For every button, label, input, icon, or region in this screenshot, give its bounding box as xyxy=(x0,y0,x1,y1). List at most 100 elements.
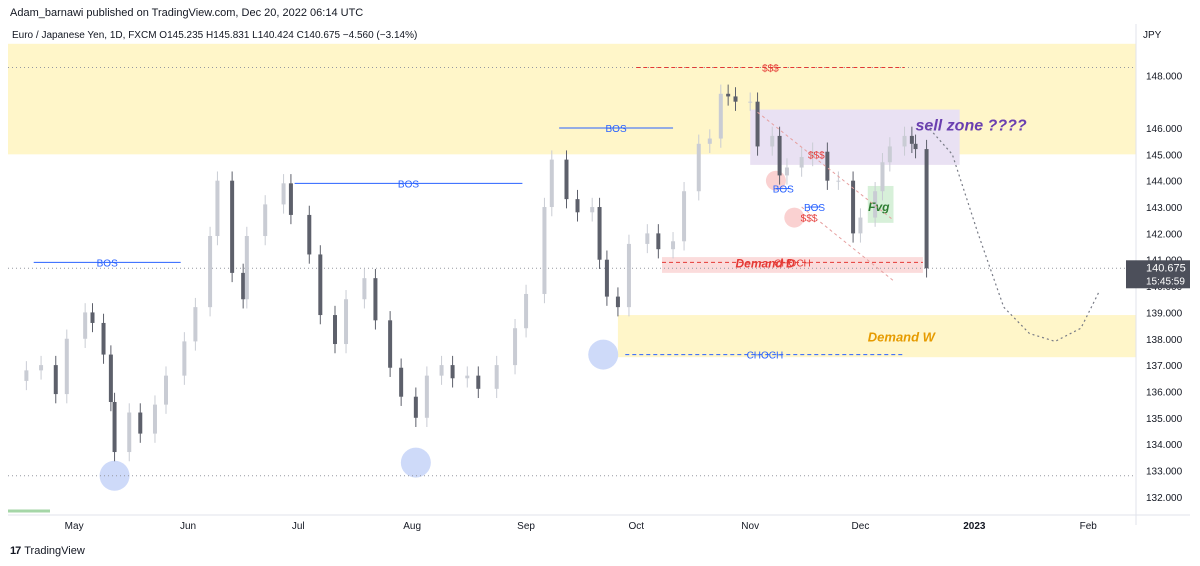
candle-body xyxy=(39,365,44,371)
candle-body xyxy=(318,254,323,316)
symbol-legend: Euro / Japanese Yen, 1D, FXCM O145.235 H… xyxy=(12,30,417,41)
candle-body xyxy=(476,375,481,389)
candle-body xyxy=(626,243,631,308)
price-tick-label: 135.000 xyxy=(1146,414,1183,425)
candle-body xyxy=(241,272,246,300)
candle-body xyxy=(645,233,650,244)
candle-body xyxy=(494,365,499,389)
candle-body xyxy=(152,404,157,434)
candle-body xyxy=(909,135,914,144)
candle-body xyxy=(887,146,892,163)
last-price-value: 140.675 xyxy=(1146,262,1186,274)
time-tick-label: Oct xyxy=(629,521,645,532)
candle-body xyxy=(281,183,286,205)
zone-rect xyxy=(617,315,1136,358)
candle-body xyxy=(575,199,580,213)
time-tick-label: Dec xyxy=(852,521,870,532)
candle-body xyxy=(858,217,863,234)
candle-body xyxy=(388,320,393,368)
candle-body xyxy=(344,299,349,345)
candle-body xyxy=(542,207,547,294)
annotation-label: BOS xyxy=(398,179,419,190)
swing-low-circle xyxy=(400,447,431,478)
annotation-label: $$$ xyxy=(808,150,825,161)
candle-body xyxy=(682,191,687,242)
candle-body xyxy=(770,135,775,147)
candle-body xyxy=(24,370,29,381)
annotation-label: CHOCH xyxy=(747,351,784,362)
trendline xyxy=(801,206,894,282)
tradingview-brand[interactable]: 17 TradingView xyxy=(10,545,85,557)
grid-layer xyxy=(8,66,1136,477)
candle-body xyxy=(799,156,804,168)
candle-body xyxy=(399,367,404,397)
candle-body xyxy=(112,401,117,453)
candle-body xyxy=(707,138,712,144)
candle-body xyxy=(784,167,789,176)
candle-body xyxy=(604,259,609,297)
candle-body xyxy=(825,151,830,181)
candle-body xyxy=(913,143,918,150)
swing-low-circle xyxy=(588,339,619,370)
candle-body xyxy=(288,183,293,215)
brand-label: TradingView xyxy=(24,545,85,557)
candle-body xyxy=(193,307,198,342)
price-tick-label: 143.000 xyxy=(1146,203,1183,214)
candle-body xyxy=(244,236,249,300)
axes-layer: 132.000 133.000 134.000 135.000 136.000 137.0… xyxy=(8,24,1190,532)
annotation-label: $$$ xyxy=(762,63,779,74)
zone-label: Demand W xyxy=(868,329,937,344)
candle-body xyxy=(373,278,378,321)
liquidity-circle xyxy=(784,207,805,228)
candle-body xyxy=(424,375,429,418)
annotation-label: CHOCH xyxy=(774,258,811,269)
price-tick-label: 139.000 xyxy=(1146,308,1183,319)
zone-rect xyxy=(8,43,1136,155)
candle-body xyxy=(439,365,444,376)
zone-label: sell zone ???? xyxy=(916,118,1027,135)
zone-label: Demand D xyxy=(736,257,796,271)
liquidity-circle xyxy=(765,170,786,191)
price-tick-label: 146.000 xyxy=(1146,124,1183,135)
candle-body xyxy=(880,162,885,192)
time-tick-label: Jun xyxy=(180,521,196,532)
candle-body xyxy=(590,207,595,213)
candle-body xyxy=(696,143,701,192)
time-tick-label: Feb xyxy=(1080,521,1098,532)
time-tick-label: Aug xyxy=(403,521,421,532)
candle-body xyxy=(615,296,620,308)
candle-body xyxy=(873,191,878,218)
candle-body xyxy=(101,322,106,355)
tradingview-logo-icon: 17 xyxy=(10,545,21,557)
candle-body xyxy=(549,159,554,208)
candle-body xyxy=(263,204,268,237)
price-tick-label: 133.000 xyxy=(1146,466,1183,477)
price-tick-label: 132.000 xyxy=(1146,493,1183,504)
candle-body xyxy=(127,412,132,453)
candle-body xyxy=(726,93,731,97)
price-tick-label: 137.000 xyxy=(1146,361,1183,372)
candle-body xyxy=(182,341,187,376)
candle-body xyxy=(215,180,220,237)
candle-body xyxy=(53,365,58,395)
time-tick-label: Jul xyxy=(292,521,305,532)
candle-body xyxy=(733,96,738,102)
candle-body xyxy=(524,293,529,329)
zones-layer xyxy=(8,43,1136,491)
candle-body xyxy=(90,312,95,323)
price-tick-label: 136.000 xyxy=(1146,387,1183,398)
annotation-label: BOS xyxy=(773,185,794,196)
candle-body xyxy=(413,396,418,418)
swing-low-circle xyxy=(99,460,130,491)
candle-body xyxy=(108,354,113,402)
candle-body xyxy=(718,93,723,139)
candle-body xyxy=(902,135,907,147)
zone-rect xyxy=(662,257,923,273)
candle-body xyxy=(230,180,235,273)
price-tick-label: 145.000 xyxy=(1146,150,1183,161)
price-tick-label: 138.000 xyxy=(1146,335,1183,346)
candle-body xyxy=(671,241,676,250)
candle-body xyxy=(362,278,367,300)
annotation-label: $$$ xyxy=(801,214,818,225)
